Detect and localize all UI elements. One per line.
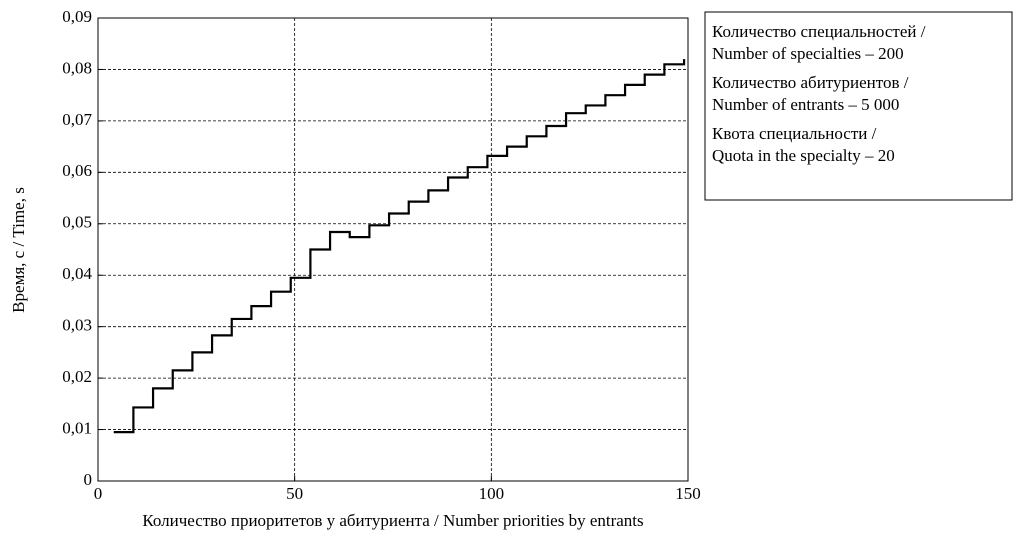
legend-text: Number of entrants – 5 000 <box>712 95 899 114</box>
x-tick-label: 100 <box>479 484 505 503</box>
legend-text: Количество специальностей / <box>712 22 926 41</box>
y-tick-label: 0,07 <box>62 110 92 129</box>
x-tick-label: 150 <box>675 484 701 503</box>
legend-box <box>704 11 1013 201</box>
y-tick-label: 0,06 <box>62 161 92 180</box>
x-axis-title: Количество приоритетов у абитуриента / N… <box>142 511 643 530</box>
y-tick-label: 0,03 <box>62 316 92 335</box>
x-tick-label: 0 <box>94 484 103 503</box>
y-tick-label: 0,01 <box>62 418 92 437</box>
y-axis-title: Время, с / Time, s <box>9 187 28 313</box>
y-tick-label: 0 <box>84 470 93 489</box>
legend-text: Квота специальности / <box>712 124 877 143</box>
y-tick-label: 0,09 <box>62 7 92 26</box>
y-tick-label: 0,04 <box>62 264 92 283</box>
step-line <box>113 59 686 434</box>
legend-text: Number of specialties – 200 <box>712 44 904 63</box>
x-tick-label: 50 <box>286 484 303 503</box>
y-tick-label: 0,02 <box>62 367 92 386</box>
y-tick-label: 0,08 <box>62 58 92 77</box>
plot-frame <box>97 17 689 482</box>
legend-text: Quota in the specialty – 20 <box>712 146 895 165</box>
legend-text: Количество абитуриентов / <box>712 73 909 92</box>
y-tick-label: 0,05 <box>62 213 92 232</box>
